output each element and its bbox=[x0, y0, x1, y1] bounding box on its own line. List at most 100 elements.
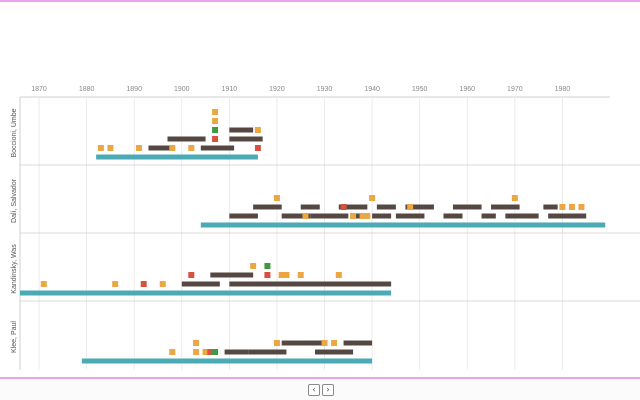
event-marker bbox=[335, 272, 342, 278]
event-marker bbox=[212, 109, 219, 115]
period-bar bbox=[548, 213, 587, 219]
period-bar bbox=[300, 204, 320, 210]
event-marker bbox=[578, 204, 585, 210]
tick-label-1900: 1900 bbox=[174, 86, 190, 93]
grid-layer bbox=[19, 96, 610, 370]
event-marker bbox=[568, 204, 575, 210]
event-marker bbox=[188, 145, 195, 151]
period-bar bbox=[210, 272, 254, 278]
event-marker bbox=[273, 340, 280, 346]
event-marker bbox=[212, 136, 219, 142]
event-marker bbox=[254, 145, 261, 151]
event-marker bbox=[340, 204, 347, 210]
period-bar bbox=[505, 213, 539, 219]
period-bar bbox=[481, 213, 496, 219]
period-bar bbox=[248, 349, 287, 355]
period-bar bbox=[443, 213, 463, 219]
event-marker bbox=[250, 263, 257, 269]
event-marker bbox=[359, 213, 366, 219]
period-bar bbox=[253, 204, 282, 210]
period-bar bbox=[452, 204, 482, 210]
artist-lane: Kandinsky, Was bbox=[11, 232, 640, 296]
life-bar bbox=[96, 154, 258, 160]
period-bar bbox=[167, 136, 206, 142]
artist-name: Kandinsky, Was bbox=[11, 244, 18, 294]
event-marker bbox=[135, 145, 142, 151]
period-bar bbox=[543, 204, 558, 210]
event-marker bbox=[364, 213, 371, 219]
period-bar bbox=[491, 204, 520, 210]
tick-label-1920: 1920 bbox=[269, 86, 285, 93]
period-bar bbox=[181, 281, 220, 287]
event-marker bbox=[207, 349, 214, 355]
event-marker bbox=[212, 349, 219, 355]
period-bar bbox=[343, 340, 373, 346]
event-marker bbox=[302, 213, 309, 219]
period-bar bbox=[338, 204, 368, 210]
event-marker bbox=[278, 272, 285, 278]
tick-label-1930: 1930 bbox=[317, 86, 333, 93]
year-axis: 1870 1880 1890 1900 1910 1920 1930 1940 1950 1960… bbox=[31, 86, 570, 93]
prev-page-button[interactable]: ‹ bbox=[308, 384, 320, 396]
event-marker bbox=[193, 340, 200, 346]
event-marker bbox=[202, 349, 209, 355]
event-marker bbox=[254, 127, 261, 133]
period-bar bbox=[148, 145, 173, 151]
bottom-bar bbox=[0, 379, 640, 400]
period-bar bbox=[224, 349, 249, 355]
event-marker bbox=[283, 272, 290, 278]
artist-lane: Boccioni, Umbe bbox=[11, 108, 263, 160]
tick-label-1950: 1950 bbox=[412, 86, 428, 93]
event-marker bbox=[188, 272, 195, 278]
tick-label-1960: 1960 bbox=[459, 86, 475, 93]
event-marker bbox=[97, 145, 104, 151]
period-bar bbox=[229, 213, 258, 219]
event-marker bbox=[140, 281, 147, 287]
period-bar bbox=[353, 213, 363, 219]
top-border bbox=[0, 0, 640, 2]
event-marker bbox=[212, 118, 219, 124]
tick-label-1910: 1910 bbox=[222, 86, 238, 93]
event-marker bbox=[264, 272, 271, 278]
tick-label-1890: 1890 bbox=[126, 86, 142, 93]
event-marker bbox=[169, 349, 176, 355]
artist-lane: Klee, Paul bbox=[11, 300, 640, 364]
period-bar bbox=[315, 349, 354, 355]
period-bar bbox=[405, 204, 434, 210]
period-bar bbox=[372, 213, 392, 219]
period-bar bbox=[395, 213, 425, 219]
period-bar bbox=[229, 281, 392, 287]
artist-lanes: Boccioni, Umbe Dalí, Salvador Kandinsky, W… bbox=[11, 108, 640, 364]
tick-label-1880: 1880 bbox=[79, 86, 95, 93]
next-page-button[interactable]: › bbox=[322, 384, 334, 396]
artist-name: Klee, Paul bbox=[11, 321, 18, 353]
period-bar bbox=[200, 145, 235, 151]
artist-timeline-chart: 1870 1880 1890 1900 1910 1920 1930 1940 1950 1960… bbox=[11, 86, 640, 370]
event-marker bbox=[511, 195, 518, 201]
event-marker bbox=[112, 281, 119, 287]
period-bar bbox=[281, 213, 311, 219]
event-marker bbox=[369, 195, 376, 201]
tick-label-1940: 1940 bbox=[364, 86, 380, 93]
event-marker bbox=[350, 213, 357, 219]
life-bar bbox=[20, 290, 392, 296]
artist-lane: Dalí, Salvador bbox=[11, 164, 640, 228]
event-marker bbox=[331, 340, 338, 346]
period-bar bbox=[281, 340, 325, 346]
life-bar bbox=[81, 358, 373, 364]
event-marker bbox=[273, 195, 280, 201]
event-marker bbox=[321, 340, 328, 346]
tick-label-1870: 1870 bbox=[31, 86, 47, 93]
event-marker bbox=[107, 145, 114, 151]
event-marker bbox=[159, 281, 166, 287]
event-marker bbox=[169, 145, 176, 151]
event-marker bbox=[559, 204, 566, 210]
period-bar bbox=[310, 213, 349, 219]
event-marker bbox=[40, 281, 47, 287]
period-bar bbox=[376, 204, 396, 210]
event-marker bbox=[193, 349, 200, 355]
event-marker bbox=[212, 127, 219, 133]
life-bar bbox=[200, 222, 606, 228]
artist-name: Dalí, Salvador bbox=[11, 178, 18, 223]
event-marker bbox=[297, 272, 304, 278]
